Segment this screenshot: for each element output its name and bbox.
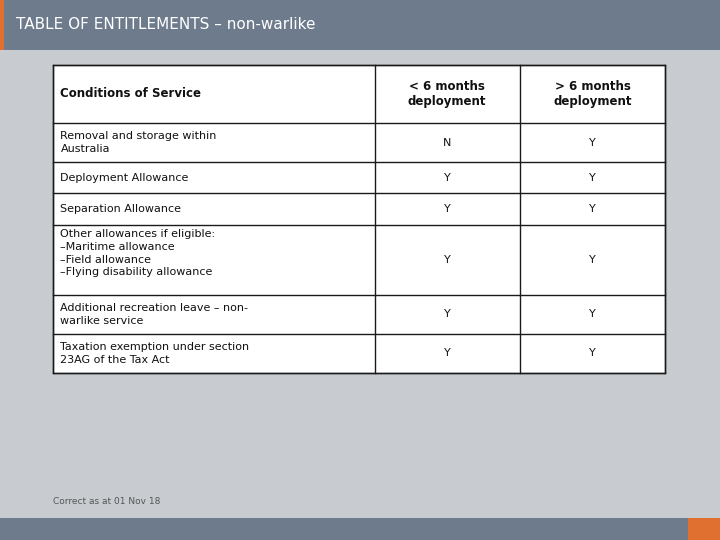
Text: Y: Y	[589, 204, 596, 214]
Text: Additional recreation leave – non-
warlike service: Additional recreation leave – non- warli…	[60, 303, 248, 326]
Text: N: N	[443, 138, 451, 147]
Text: > 6 months
deployment: > 6 months deployment	[553, 80, 631, 108]
Text: Y: Y	[589, 173, 596, 183]
Text: Y: Y	[444, 255, 451, 265]
Text: Y: Y	[589, 255, 596, 265]
Text: Y: Y	[444, 173, 451, 183]
Text: Y: Y	[444, 309, 451, 319]
Text: Other allowances if eligible:
–Maritime allowance
–Field allowance
–Flying disab: Other allowances if eligible: –Maritime …	[60, 229, 215, 278]
Text: < 6 months
deployment: < 6 months deployment	[408, 80, 486, 108]
Text: Deployment Allowance: Deployment Allowance	[60, 173, 189, 183]
Text: Conditions of Service: Conditions of Service	[60, 87, 202, 100]
Text: Y: Y	[589, 309, 596, 319]
Text: Removal and storage within
Australia: Removal and storage within Australia	[60, 131, 217, 154]
Text: Y: Y	[444, 348, 451, 358]
Text: TABLE OF ENTITLEMENTS – non-warlike: TABLE OF ENTITLEMENTS – non-warlike	[16, 17, 315, 32]
Text: Y: Y	[444, 204, 451, 214]
Text: Taxation exemption under section
23AG of the Tax Act: Taxation exemption under section 23AG of…	[60, 342, 250, 364]
Text: Y: Y	[589, 348, 596, 358]
Text: Correct as at 01 Nov 18: Correct as at 01 Nov 18	[53, 497, 161, 505]
Text: Y: Y	[589, 138, 596, 147]
Text: Separation Allowance: Separation Allowance	[60, 204, 181, 214]
